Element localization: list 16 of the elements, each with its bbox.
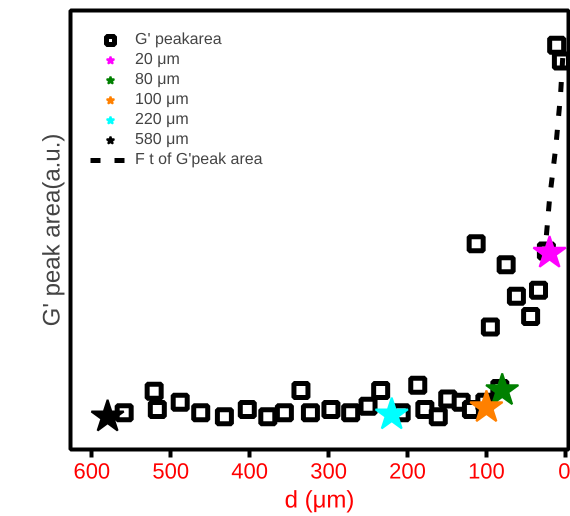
legend-label: 580 μm	[135, 131, 189, 149]
legend-label: 220 μm	[135, 111, 189, 129]
legend-label: 80 μm	[135, 71, 180, 89]
legend-label: G' peakarea	[135, 31, 222, 49]
legend-label: F t of G'peak area	[135, 151, 263, 169]
legend-label: 20 μm	[135, 51, 180, 69]
x-tick-label: 0	[558, 458, 570, 484]
x-tick-label: 300	[310, 458, 347, 484]
x-tick-label: 200	[389, 458, 426, 484]
x-tick-label: 100	[468, 458, 505, 484]
x-tick-label: 500	[152, 458, 190, 484]
x-axis-title: d (μm)	[284, 486, 354, 514]
x-tick-label: 600	[73, 458, 110, 484]
legend-label: 100 μm	[135, 91, 189, 109]
y-axis-title: G' peak area(a.u.)	[38, 134, 66, 326]
x-tick-label: 400	[231, 458, 268, 484]
